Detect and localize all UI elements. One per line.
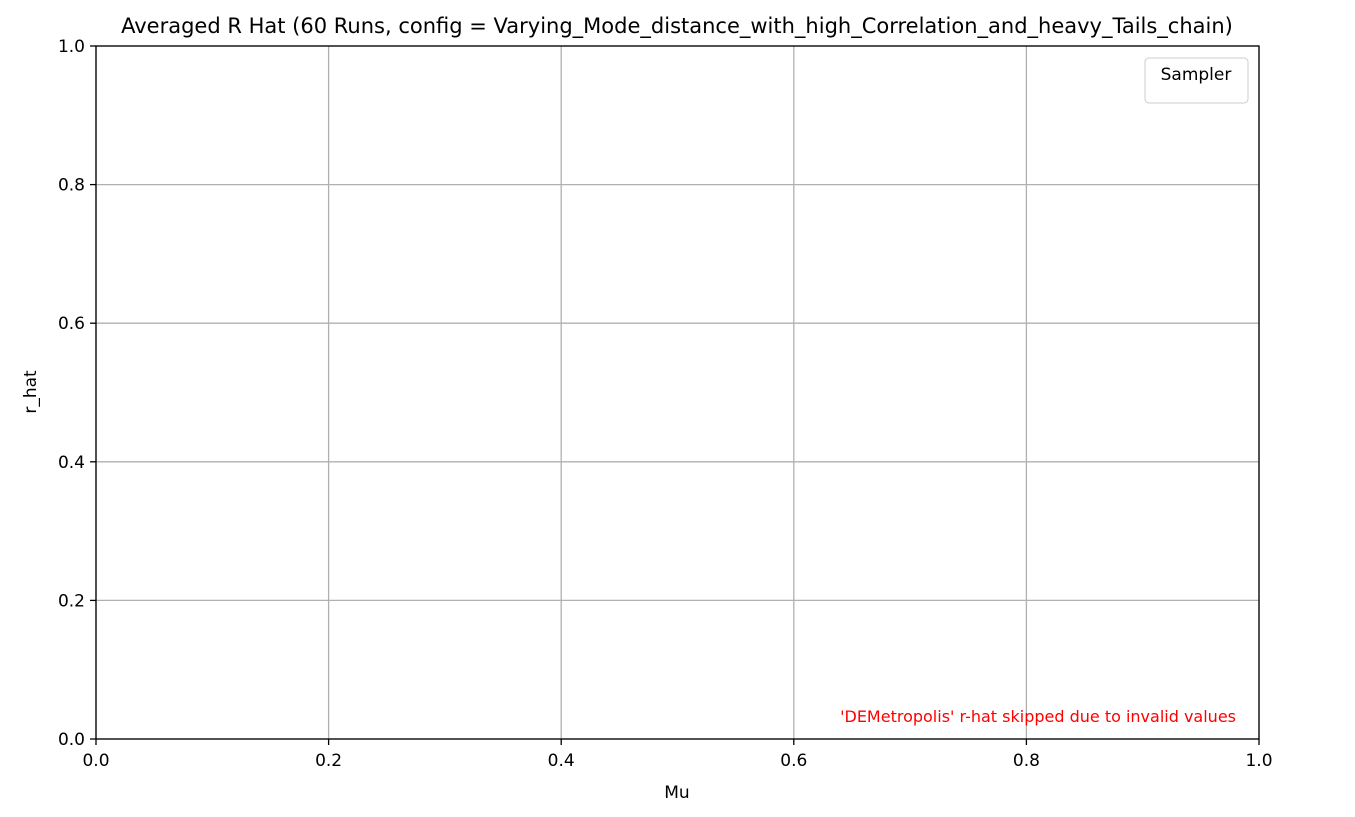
x-tick-label: 0.4 (548, 751, 575, 771)
y-tick-label: 0.2 (58, 591, 85, 611)
y-tick-label: 1.0 (58, 37, 85, 57)
x-axis-label: Mu (664, 783, 689, 803)
y-tick-label: 0.4 (58, 453, 85, 473)
y-tick-label: 0.8 (58, 176, 85, 196)
legend-title: Sampler (1161, 65, 1232, 85)
legend: Sampler (1144, 57, 1249, 104)
y-axis-label: r_hat (21, 370, 41, 414)
y-axis-ticks: 0.0 0.2 0.4 0.6 0.8 1.0 (58, 37, 96, 750)
x-tick-label: 0.6 (780, 751, 807, 771)
chart-title: Averaged R Hat (60 Runs, config = Varyin… (121, 14, 1233, 39)
x-tick-label: 0.8 (1013, 751, 1040, 771)
plot-area-frame (95, 45, 1260, 740)
legend-box (1144, 57, 1249, 104)
y-tick-label: 0.6 (58, 314, 85, 334)
x-tick-label: 1.0 (1245, 751, 1272, 771)
grid (95, 45, 1260, 740)
y-tick-label: 0.0 (58, 730, 85, 750)
x-tick-label: 0.2 (315, 751, 342, 771)
x-axis-ticks: 0.0 0.2 0.4 0.6 0.8 1.0 (82, 739, 1273, 771)
invalid-values-annotation: 'DEMetropolis' r-hat skipped due to inva… (840, 707, 1236, 726)
x-tick-label: 0.0 (82, 751, 109, 771)
